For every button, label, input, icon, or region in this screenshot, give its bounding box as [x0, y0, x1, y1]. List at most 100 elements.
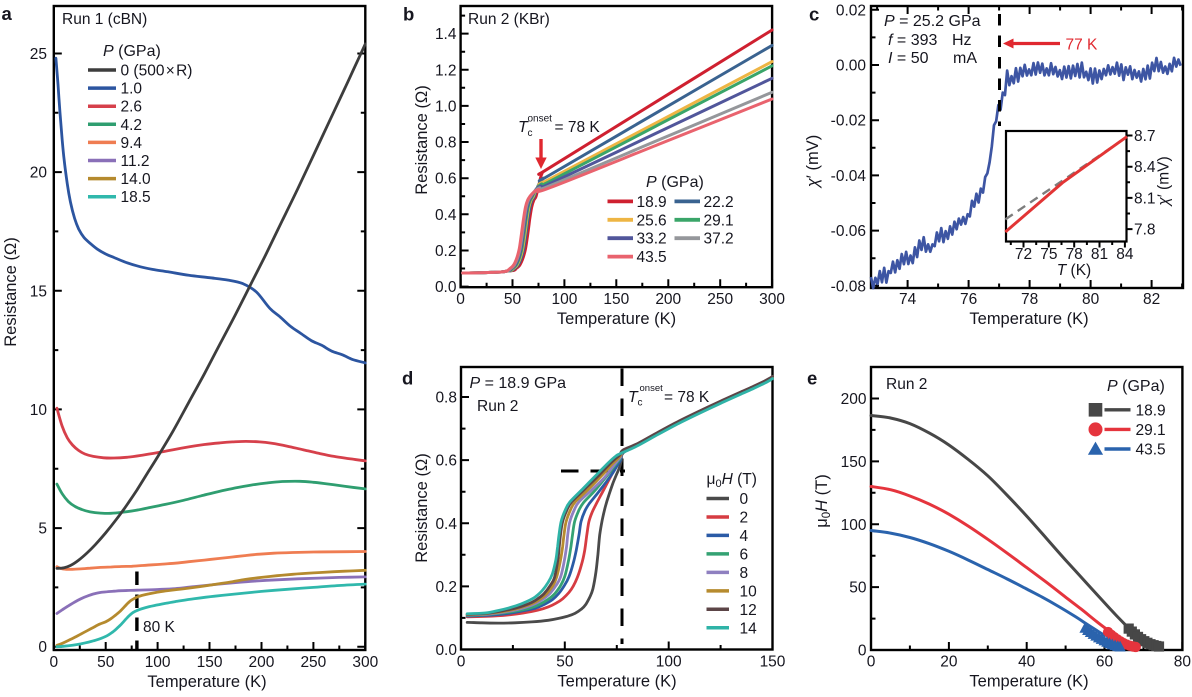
svg-text:0.00: 0.00 — [836, 58, 867, 75]
svg-text:43.5: 43.5 — [1136, 442, 1166, 459]
svg-text:Temperature (K): Temperature (K) — [969, 310, 1088, 328]
svg-text:I = 50: I = 50 — [888, 50, 929, 67]
svg-text:Run 2 (KBr): Run 2 (KBr) — [468, 11, 550, 28]
svg-text:0.8: 0.8 — [435, 135, 457, 152]
svg-text:150: 150 — [197, 654, 223, 671]
svg-text:0: 0 — [456, 291, 465, 308]
svg-text:200: 200 — [841, 391, 867, 408]
svg-text:75: 75 — [1040, 246, 1057, 263]
svg-text:Run 2: Run 2 — [886, 376, 927, 393]
svg-text:c: c — [528, 128, 533, 139]
svg-text:Temperature (K): Temperature (K) — [557, 673, 676, 691]
svg-text:4: 4 — [740, 528, 749, 545]
svg-text:0: 0 — [457, 654, 466, 671]
svg-text:300: 300 — [759, 291, 785, 308]
svg-text:77 K: 77 K — [1066, 37, 1099, 54]
svg-text:1.4: 1.4 — [435, 26, 457, 43]
svg-text:2.6: 2.6 — [121, 99, 143, 116]
svg-text:c: c — [638, 398, 643, 409]
svg-text:9.4: 9.4 — [121, 135, 143, 152]
svg-text:P (GPa): P (GPa) — [103, 43, 161, 60]
svg-text:χ′ (mV): χ′ (mV) — [804, 135, 822, 189]
svg-text:8: 8 — [740, 565, 749, 582]
svg-text:0.4: 0.4 — [435, 207, 457, 224]
svg-text:80: 80 — [1082, 291, 1100, 308]
svg-text:15: 15 — [30, 283, 47, 300]
svg-text:0.02: 0.02 — [836, 2, 866, 19]
svg-text:Temperature (K): Temperature (K) — [969, 673, 1088, 691]
svg-text:150: 150 — [603, 291, 629, 308]
svg-text:80: 80 — [1174, 654, 1192, 671]
svg-text:Resistance (Ω): Resistance (Ω) — [413, 85, 431, 195]
svg-text:78: 78 — [1066, 246, 1083, 263]
svg-text:8.1: 8.1 — [1134, 190, 1156, 207]
svg-text:μ0H (T): μ0H (T) — [707, 471, 757, 490]
svg-text:43.5: 43.5 — [637, 249, 667, 266]
svg-text:0.2: 0.2 — [435, 579, 457, 596]
svg-text:mA: mA — [953, 50, 977, 67]
svg-text:18.9: 18.9 — [637, 194, 667, 211]
svg-text:c: c — [809, 4, 819, 25]
svg-text:0: 0 — [38, 639, 47, 656]
svg-text:84: 84 — [1116, 246, 1134, 263]
svg-text:d: d — [402, 368, 413, 389]
svg-text:2: 2 — [740, 509, 749, 526]
svg-text:-0.06: -0.06 — [831, 223, 866, 240]
svg-text:50: 50 — [556, 654, 574, 671]
svg-text:0: 0 — [858, 643, 867, 660]
svg-text:150: 150 — [760, 654, 786, 671]
svg-text:0.4: 0.4 — [435, 516, 457, 533]
svg-text:29.1: 29.1 — [704, 212, 734, 229]
svg-text:Temperature (K): Temperature (K) — [557, 310, 676, 328]
svg-text:100: 100 — [656, 654, 682, 671]
svg-text:12: 12 — [740, 602, 757, 619]
svg-text:f = 393: f = 393 — [888, 32, 937, 49]
svg-text:0.6: 0.6 — [435, 171, 457, 188]
svg-text:1.0: 1.0 — [121, 81, 143, 98]
svg-text:0.8: 0.8 — [435, 390, 457, 407]
svg-text:0.2: 0.2 — [435, 243, 457, 260]
svg-text:18.9: 18.9 — [1136, 402, 1166, 419]
svg-text:14.0: 14.0 — [121, 171, 152, 188]
svg-text:Resistance (Ω): Resistance (Ω) — [413, 453, 431, 563]
svg-text:P = 18.9 GPa: P = 18.9 GPa — [470, 375, 567, 392]
svg-text:25: 25 — [30, 46, 47, 63]
svg-text:8.7: 8.7 — [1134, 128, 1156, 145]
svg-text:4.2: 4.2 — [121, 117, 143, 134]
svg-text:200: 200 — [655, 291, 681, 308]
svg-text:0.0: 0.0 — [435, 279, 457, 296]
svg-text:0: 0 — [49, 654, 58, 671]
svg-text:P = 25.2 GPa: P = 25.2 GPa — [884, 13, 981, 30]
svg-text:P (GPa): P (GPa) — [1107, 378, 1165, 395]
svg-text:e: e — [807, 368, 817, 389]
svg-text:T (K): T (K) — [1057, 262, 1091, 279]
svg-text:Resistance (Ω): Resistance (Ω) — [2, 237, 20, 347]
svg-text:50: 50 — [849, 580, 867, 597]
svg-text:χ′ (mV): χ′ (mV) — [1156, 156, 1173, 207]
svg-text:Run 2: Run 2 — [477, 398, 518, 415]
svg-text:74: 74 — [899, 291, 917, 308]
svg-text:300: 300 — [352, 654, 378, 671]
svg-text:80 K: 80 K — [143, 619, 176, 636]
svg-text:-0.04: -0.04 — [831, 168, 867, 185]
svg-text:250: 250 — [300, 654, 326, 671]
svg-text:0: 0 — [740, 491, 749, 508]
svg-text:100: 100 — [551, 291, 577, 308]
svg-text:18.5: 18.5 — [121, 189, 151, 206]
svg-text:Temperature (K): Temperature (K) — [147, 673, 266, 691]
svg-text:20: 20 — [30, 165, 48, 182]
svg-text:22.2: 22.2 — [704, 194, 734, 211]
svg-text:150: 150 — [841, 454, 867, 471]
svg-text:78: 78 — [1021, 291, 1038, 308]
svg-text:T: T — [518, 119, 529, 136]
svg-text:0 (500 × R): 0 (500 × R) — [121, 63, 193, 80]
svg-text:1.0: 1.0 — [435, 98, 457, 115]
svg-text:82: 82 — [1143, 291, 1160, 308]
svg-text:a: a — [2, 3, 13, 24]
svg-text:Run 1 (cBN): Run 1 (cBN) — [62, 11, 147, 28]
svg-text:25.6: 25.6 — [637, 212, 667, 229]
svg-text:37.2: 37.2 — [704, 231, 734, 248]
svg-text:20: 20 — [940, 654, 958, 671]
svg-text:-0.02: -0.02 — [831, 113, 866, 130]
svg-text:76: 76 — [960, 291, 977, 308]
